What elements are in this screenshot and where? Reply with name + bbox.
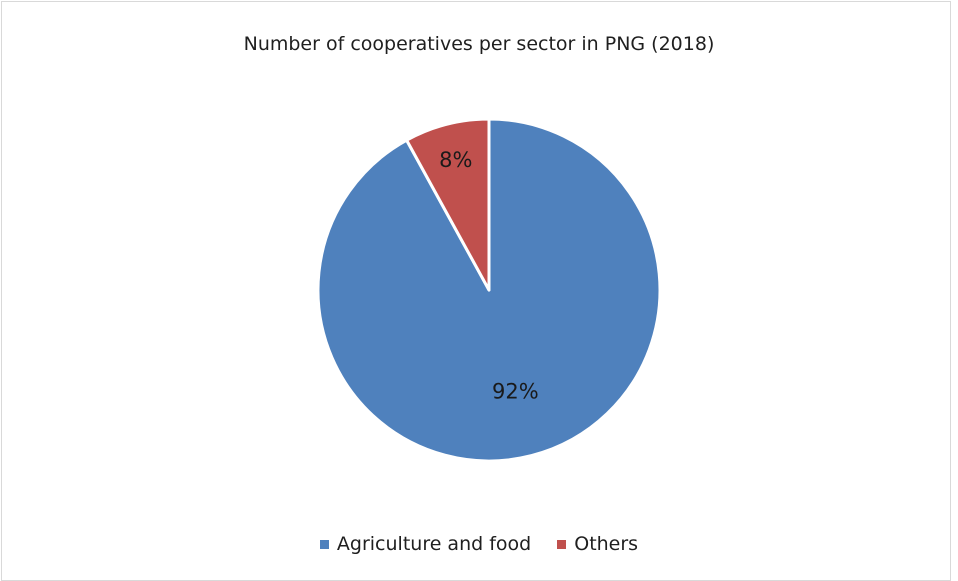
legend-swatch-others <box>557 539 567 549</box>
slice-label-others: 8% <box>439 148 472 172</box>
legend-item-agriculture: Agriculture and food <box>319 533 532 555</box>
slice-label-agriculture-and-food: 92% <box>492 380 539 404</box>
pie-slice-labels: 92% 8% <box>439 148 539 404</box>
legend-label-others: Others <box>574 533 639 555</box>
chart-title: Number of cooperatives per sector in PNG… <box>243 33 715 55</box>
pie-slice-agriculture-and-food <box>316 117 662 463</box>
legend-swatch-agriculture <box>319 539 329 549</box>
legend: Agriculture and food Others <box>0 533 958 555</box>
pie-slices <box>316 117 662 463</box>
legend-item-others: Others <box>557 533 638 555</box>
legend-label-agriculture: Agriculture and food <box>336 533 532 555</box>
pie-slice-others <box>405 117 491 292</box>
